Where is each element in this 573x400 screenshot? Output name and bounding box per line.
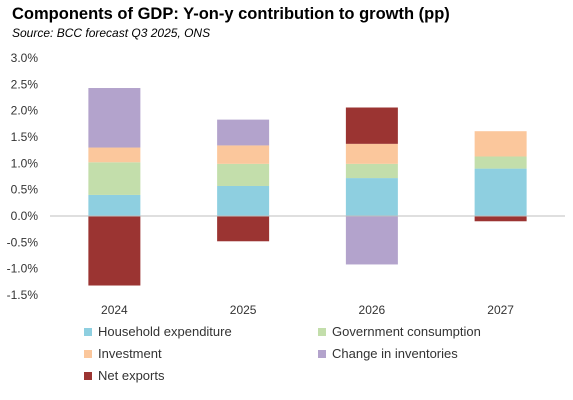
x-tick-label: 2027 <box>487 303 514 317</box>
bar-segment <box>345 107 398 144</box>
bar-segment <box>88 88 141 148</box>
y-tick-label: 1.0% <box>11 156 39 170</box>
bar-segment <box>217 119 270 146</box>
bar-segment <box>474 216 527 222</box>
bar-segment <box>217 216 270 242</box>
bar-segment <box>345 143 398 164</box>
bar-segment <box>474 168 527 216</box>
bar-segment <box>88 162 141 195</box>
bar-segment <box>345 216 398 265</box>
x-tick-label: 2026 <box>359 303 386 317</box>
bar-segment <box>345 178 398 216</box>
y-tick-label: 1.5% <box>11 130 39 144</box>
bars-group <box>88 88 527 286</box>
y-tick-label: -0.5% <box>7 235 39 249</box>
chart-subtitle: Source: BCC forecast Q3 2025, ONS <box>12 26 211 40</box>
y-tick-label: 2.0% <box>11 104 39 118</box>
y-tick-label: -1.0% <box>7 262 39 276</box>
bar-segment <box>88 147 141 163</box>
bar-segment <box>217 145 270 164</box>
bar-segment <box>217 163 270 186</box>
bar-segment <box>88 194 141 216</box>
y-tick-label: 0.5% <box>11 183 39 197</box>
bar-segment <box>217 185 270 216</box>
x-tick-label: 2025 <box>230 303 257 317</box>
bar-segment <box>345 163 398 179</box>
bar-segment <box>474 131 527 157</box>
x-tick-label: 2024 <box>101 303 128 317</box>
chart-title: Components of GDP: Y-on-y contribution t… <box>12 5 450 23</box>
bar-segment <box>88 216 141 286</box>
bar-segment <box>474 156 527 169</box>
y-tick-label: 0.0% <box>11 209 39 223</box>
y-tick-label: 3.0% <box>11 51 39 65</box>
y-tick-label: 2.5% <box>11 77 39 91</box>
y-tick-label: -1.5% <box>7 288 39 302</box>
y-axis-ticks: 3.0% 2.5% 2.0% 1.5% 1.0% 0.5% 0.0% -0.5% -1.0% -1… <box>7 51 39 302</box>
x-axis-ticks: 2024 2025 2026 2027 <box>101 303 514 317</box>
